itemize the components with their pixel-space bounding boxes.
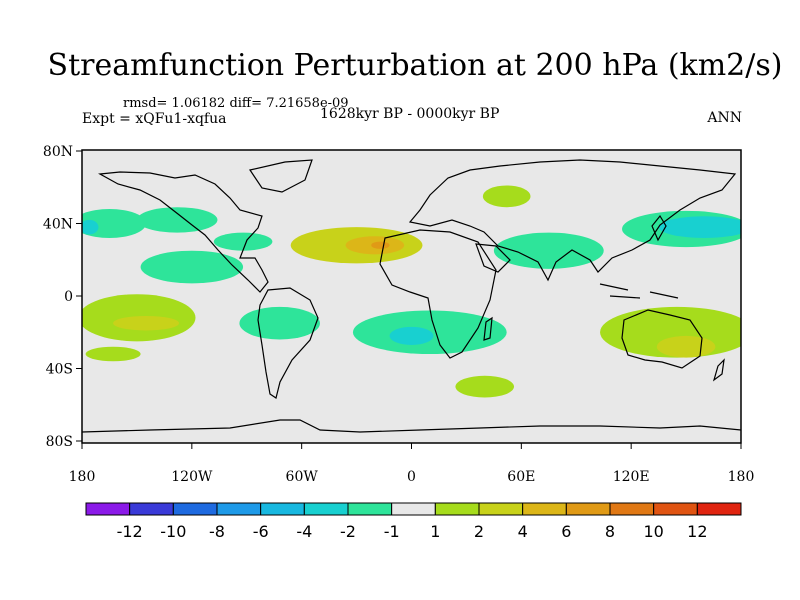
lon-tick-label: 120W bbox=[171, 469, 213, 485]
colorbar-swatch bbox=[347, 502, 393, 516]
anomaly-gulf-low bbox=[213, 232, 273, 251]
anomaly-south-america-low bbox=[239, 306, 320, 340]
colorbar-label: 4 bbox=[518, 522, 528, 541]
lon-tick-label: 180 bbox=[728, 469, 755, 485]
period-label: 1628kyr BP - 0000kyr BP bbox=[320, 106, 500, 122]
axes: 80N 40N 0 40S 80S 180 120W 60W 0 60E 120E 180 bbox=[43, 144, 754, 485]
anomaly-australia-high-core bbox=[656, 335, 716, 358]
colorbar-swatch bbox=[565, 502, 611, 516]
anomaly-eastern-pacific-low bbox=[140, 250, 244, 284]
season-label: ANN bbox=[707, 110, 742, 126]
anomaly-subtropical-pacific-south bbox=[85, 346, 141, 362]
colorbar-swatch bbox=[216, 502, 262, 516]
colorbar-label: -4 bbox=[296, 522, 312, 541]
anomaly-indian-low bbox=[493, 232, 604, 269]
lat-tick-label: 40N bbox=[43, 217, 73, 233]
anomaly-layer bbox=[82, 185, 741, 398]
plot-title: Streamfunction Perturbation at 200 hPa (… bbox=[47, 48, 783, 83]
colorbar-label: 12 bbox=[687, 522, 707, 541]
colorbar-swatch bbox=[129, 502, 174, 516]
lat-tick-label: 0 bbox=[64, 289, 73, 305]
colorbar-swatch bbox=[260, 502, 305, 516]
colorbar-swatch bbox=[434, 502, 480, 516]
anomaly-north-pacific-east-low bbox=[136, 207, 218, 233]
lon-tick-label: 120E bbox=[613, 469, 650, 485]
colorbar-label: 10 bbox=[643, 522, 663, 541]
colorbar-swatch bbox=[696, 502, 742, 516]
anomaly-southern-ocean-high bbox=[455, 375, 515, 398]
colorbar-swatch bbox=[85, 502, 131, 516]
colorbar-label: -1 bbox=[384, 522, 400, 541]
colorbar-label: -2 bbox=[340, 522, 356, 541]
anomaly-south-atlantic-core bbox=[389, 326, 434, 345]
lon-tick-label: 0 bbox=[407, 469, 416, 485]
colorbar-swatch bbox=[653, 502, 698, 516]
anomaly-north-africa-core-inner bbox=[371, 241, 390, 249]
colorbar-swatch bbox=[172, 502, 218, 516]
map-background bbox=[82, 150, 741, 443]
colorbar: -12 -10 -8 -6 -4 -2 -1 1 2 4 6 8 10 12 bbox=[85, 502, 742, 541]
lat-tick-label: 80N bbox=[43, 144, 73, 160]
lon-tick-label: 180 bbox=[69, 469, 96, 485]
coastlines bbox=[82, 159, 741, 433]
rmsd-diff-label: rmsd= 1.06182 diff= 7.21658e-09 bbox=[123, 96, 349, 111]
colorbar-swatch bbox=[478, 502, 524, 516]
colorbar-swatch bbox=[609, 502, 655, 516]
colorbar-label: -6 bbox=[253, 522, 269, 541]
colorbar-label: 6 bbox=[561, 522, 571, 541]
anomaly-north-pacific-spot bbox=[82, 219, 99, 235]
lat-tick-label: 80S bbox=[46, 434, 73, 450]
colorbar-swatch bbox=[522, 502, 567, 516]
lon-tick-label: 60W bbox=[286, 469, 319, 485]
colorbar-label: -10 bbox=[160, 522, 186, 541]
colorbar-swatch bbox=[303, 502, 349, 516]
lon-tick-label: 60E bbox=[507, 469, 535, 485]
anomaly-south-pacific-high-core bbox=[113, 315, 180, 331]
experiment-label: Expt = xQFu1-xqfua bbox=[82, 111, 227, 127]
colorbar-label: -12 bbox=[117, 522, 143, 541]
colorbar-swatch bbox=[391, 502, 436, 516]
colorbar-label: 1 bbox=[430, 522, 440, 541]
lat-tick-label: 40S bbox=[46, 362, 73, 378]
anomaly-arabia-high bbox=[482, 185, 531, 208]
colorbar-label: 2 bbox=[474, 522, 484, 541]
anomaly-west-pacific-core bbox=[658, 216, 741, 238]
colorbar-label: 8 bbox=[605, 522, 615, 541]
anomaly-north-pacific-west-low bbox=[82, 209, 147, 238]
colorbar-label: -8 bbox=[209, 522, 225, 541]
